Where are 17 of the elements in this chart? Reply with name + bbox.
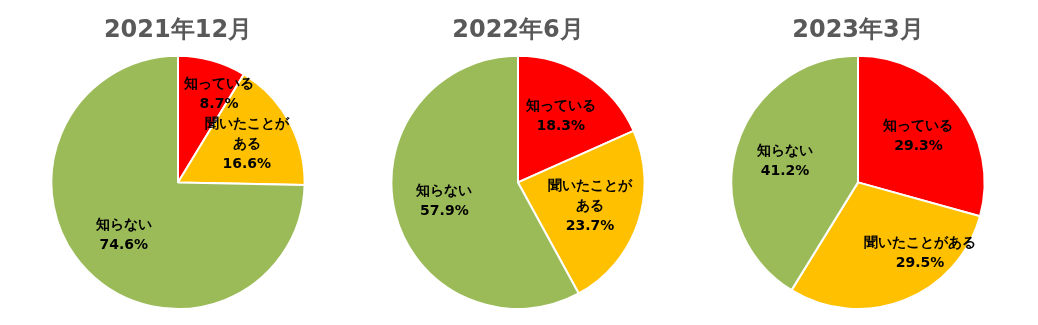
data-label: 18.3% (536, 117, 586, 134)
slice-label: 知らない (415, 181, 473, 198)
data-label: 41.2% (760, 162, 810, 179)
chart-title: 2021年12月 (103, 14, 253, 43)
data-label: 23.7% (565, 217, 615, 234)
chart-title: 2022年6月 (452, 14, 584, 43)
slice-label: 聞いたことがある (547, 177, 633, 214)
data-label: 57.9% (420, 201, 469, 218)
data-label: 16.6% (222, 155, 272, 172)
slice-label: 知っている (524, 97, 596, 114)
slice-label: 知らない (755, 142, 813, 159)
data-label: 29.3% (894, 137, 943, 154)
data-label: 29.5% (895, 253, 945, 270)
slice-label: 知っている (882, 117, 954, 134)
chart-title: 2023年3月 (792, 14, 924, 43)
data-label: 74.6% (99, 236, 149, 253)
slice-label: 知らない (94, 216, 152, 233)
